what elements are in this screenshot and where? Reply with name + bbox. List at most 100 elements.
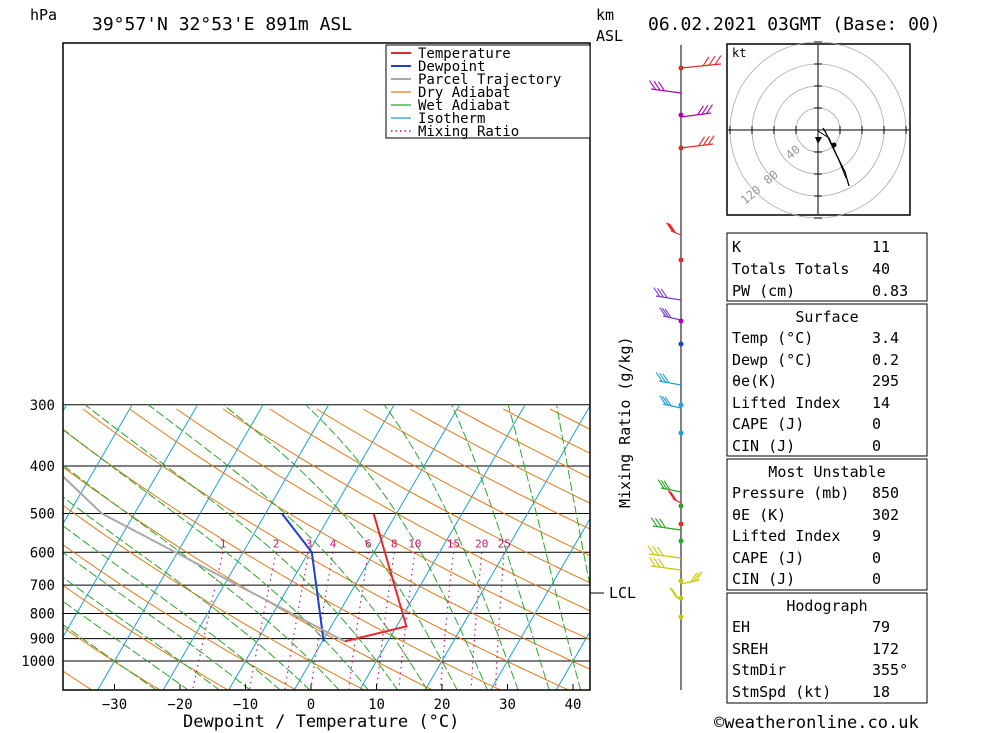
mu-cape-label: CAPE (J): [732, 549, 804, 567]
pressure-tick-1000: 1000: [21, 654, 55, 670]
pressure-tick-800: 800: [30, 607, 55, 623]
dewpoint-profile: [281, 512, 325, 642]
wind-barb-flag: [668, 490, 676, 501]
wind-level-dot: [678, 521, 684, 527]
pressure-unit-label: hPa: [30, 6, 57, 24]
stats-table: K 11 Totals Totals 40 PW (cm) 0.83 Surfa…: [726, 232, 928, 704]
sreh-label: SREH: [732, 640, 768, 658]
isotherm-line: [63, 404, 199, 638]
wind-profile: [647, 45, 722, 690]
wind-level-dot: [678, 112, 684, 118]
stat-tt-label: Totals Totals: [732, 260, 849, 278]
surface-dewp-value: 0.2: [872, 351, 899, 369]
x-axis-label: Dewpoint / Temperature (°C): [183, 712, 459, 732]
mixing-ratio-label: 25: [498, 537, 511, 550]
stat-k-value: 11: [872, 238, 890, 256]
stats-surface-box: [726, 303, 928, 457]
mixing-ratio-label: 3: [306, 537, 313, 550]
wind-barb: [662, 315, 682, 321]
wind-barb: [680, 63, 722, 69]
wind-barb-flag: [662, 373, 670, 384]
wind-barb: [680, 579, 700, 585]
wind-barb-flag: [657, 287, 664, 298]
mu-li-value: 9: [872, 527, 881, 545]
dry-adiabat-line: [0, 409, 24, 690]
dry-adiabat-line: [269, 408, 590, 584]
wind-barb-flag: [653, 80, 661, 91]
wind-level-dot: [678, 318, 684, 324]
mu-pressure-value: 850: [872, 484, 899, 502]
wind-level-dot: [678, 503, 684, 509]
wet-adiabat-line: [507, 404, 582, 690]
wind-barb-flag: [667, 490, 675, 500]
wet-adiabat-line: [63, 525, 281, 690]
wind-barb-flag: [667, 222, 675, 233]
legend-isotherm: Isotherm: [418, 111, 485, 127]
legend-mixing-ratio: Mixing Ratio: [418, 124, 519, 140]
wind-barb: [672, 498, 682, 504]
stat-pw-value: 0.83: [872, 282, 908, 300]
wind-level-dot: [678, 65, 684, 71]
temperature-tick-label: 0: [307, 697, 315, 713]
y-axis-label-mixing-ratio: Mixing Ratio (g/kg): [616, 336, 634, 508]
temperature-tick-label: 30: [499, 697, 516, 713]
wet-adiabat-line: [383, 404, 519, 690]
surface-header: Surface: [795, 308, 858, 326]
wind-level-dot: [678, 595, 684, 601]
wind-barb-flag: [695, 571, 703, 581]
wind-level-dot: [678, 402, 684, 408]
legend-dry-adiabat: Dry Adiabat: [418, 85, 511, 101]
wind-barb-flag: [707, 135, 715, 145]
wind-barb: [652, 525, 682, 531]
wind-barb-flag: [659, 395, 667, 405]
wind-barb: [670, 230, 682, 236]
mixing-ratio-label: 4: [330, 537, 337, 550]
plot-frame: [62, 42, 591, 691]
copyright-footer: ©weatheronline.co.uk: [714, 713, 919, 733]
legend-wet-adiabat: Wet Adiabat: [418, 98, 511, 114]
legend: Temperature Dewpoint Parcel Trajectory D…: [385, 44, 591, 140]
stat-tt-value: 40: [872, 260, 890, 278]
wind-barb-flag: [659, 372, 667, 383]
dry-adiabat-line: [82, 408, 569, 690]
wet-adiabat-line: [556, 404, 590, 589]
stmdir-value: 355°: [872, 661, 908, 679]
temperature-tick-label: 20: [434, 697, 451, 713]
isotherm-line: [0, 405, 1, 690]
wind-barb-flag: [660, 288, 668, 299]
dry-adiabat-line: [129, 408, 590, 670]
wind-barb: [650, 565, 682, 571]
wind-barb-flag: [658, 81, 665, 92]
wind-barb-flag: [659, 518, 667, 529]
wind-level-dot: [678, 538, 684, 544]
wind-barb-flag: [659, 307, 667, 317]
wet-adiabat-line: [451, 404, 550, 690]
wind-barb-flag: [653, 287, 661, 297]
dry-adiabat-line: [643, 409, 1000, 690]
wind-barb-flag: [706, 104, 713, 114]
wind-barb-flag: [649, 80, 656, 90]
pressure-tick-700: 700: [30, 578, 55, 594]
location-title: 39°57'N 32°53'E 891m ASL: [92, 14, 352, 35]
surface-dewp-label: Dewp (°C): [732, 351, 813, 369]
pressure-tick-400: 400: [30, 459, 55, 475]
eh-label: EH: [732, 618, 750, 636]
dry-adiabat-line: [63, 429, 501, 690]
wind-barb-flag: [701, 104, 709, 115]
dry-adiabat-line: [222, 408, 590, 612]
wet-adiabat-line: [63, 600, 189, 690]
hodograph-trace-2: [817, 130, 847, 179]
surface-theta-value: 295: [872, 372, 899, 390]
wind-barb: [662, 403, 682, 409]
mixing-ratio-label: 8: [391, 537, 398, 550]
wet-adiabat-line: [63, 551, 251, 690]
sreh-value: 172: [872, 640, 899, 658]
wind-barb-flag: [661, 395, 669, 406]
wet-adiabat-line: [63, 464, 340, 690]
stats-hodograph-box: [726, 592, 928, 704]
isotherm-line: [424, 404, 590, 690]
mixing-ratio-line: [348, 552, 369, 689]
wind-barb-flag: [660, 479, 668, 490]
hodograph-header: Hodograph: [786, 597, 867, 615]
dry-adiabat-line: [176, 408, 590, 641]
